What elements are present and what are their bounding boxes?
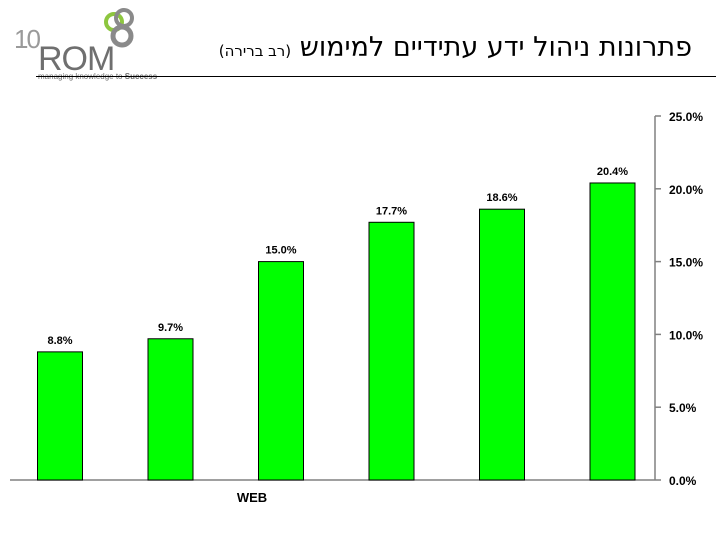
page-title-text: פתרונות ניהול ידע עתידיים למימוש xyxy=(299,32,692,63)
page-title: פתרונות ניהול ידע עתידיים למימוש (רב ברי… xyxy=(219,32,692,63)
logo-number: 10 xyxy=(14,24,41,54)
header-divider xyxy=(36,76,716,77)
x-axis-label: WEB xyxy=(237,490,267,505)
y-tick-label: 10.0% xyxy=(669,328,703,342)
bar xyxy=(258,261,304,481)
logo-brand: ROM xyxy=(38,40,115,78)
rings-icon xyxy=(104,8,134,48)
y-tick-label: 15.0% xyxy=(669,256,703,270)
bar xyxy=(147,338,194,481)
bar-value-label: 20.4% xyxy=(597,166,628,178)
y-tick-label: 25.0% xyxy=(669,110,703,124)
bar-value-label: 17.7% xyxy=(376,205,407,217)
bar xyxy=(589,182,636,481)
bar-value-label: 18.6% xyxy=(486,192,517,204)
page-subtitle: (רב ברירה) xyxy=(218,42,292,60)
y-tick-label: 0.0% xyxy=(669,474,697,488)
bar xyxy=(368,221,415,481)
bar-chart: 0.0% 5.0% 10.0% 15.0% 20.0% 25.0% 8.8% 9.7% 15.0… xyxy=(10,110,703,505)
company-logo: 10 ROM managing knowledge to Success xyxy=(8,6,188,81)
bar-value-label: 8.8% xyxy=(47,335,72,347)
bar xyxy=(37,351,83,481)
bar xyxy=(479,208,525,481)
bar-value-label: 9.7% xyxy=(158,322,183,334)
y-tick-label: 20.0% xyxy=(669,183,703,197)
bar-value-label: 15.0% xyxy=(265,245,296,257)
header: 10 ROM managing knowledge to Success פתר… xyxy=(0,0,720,81)
y-tick-label: 5.0% xyxy=(669,401,697,415)
